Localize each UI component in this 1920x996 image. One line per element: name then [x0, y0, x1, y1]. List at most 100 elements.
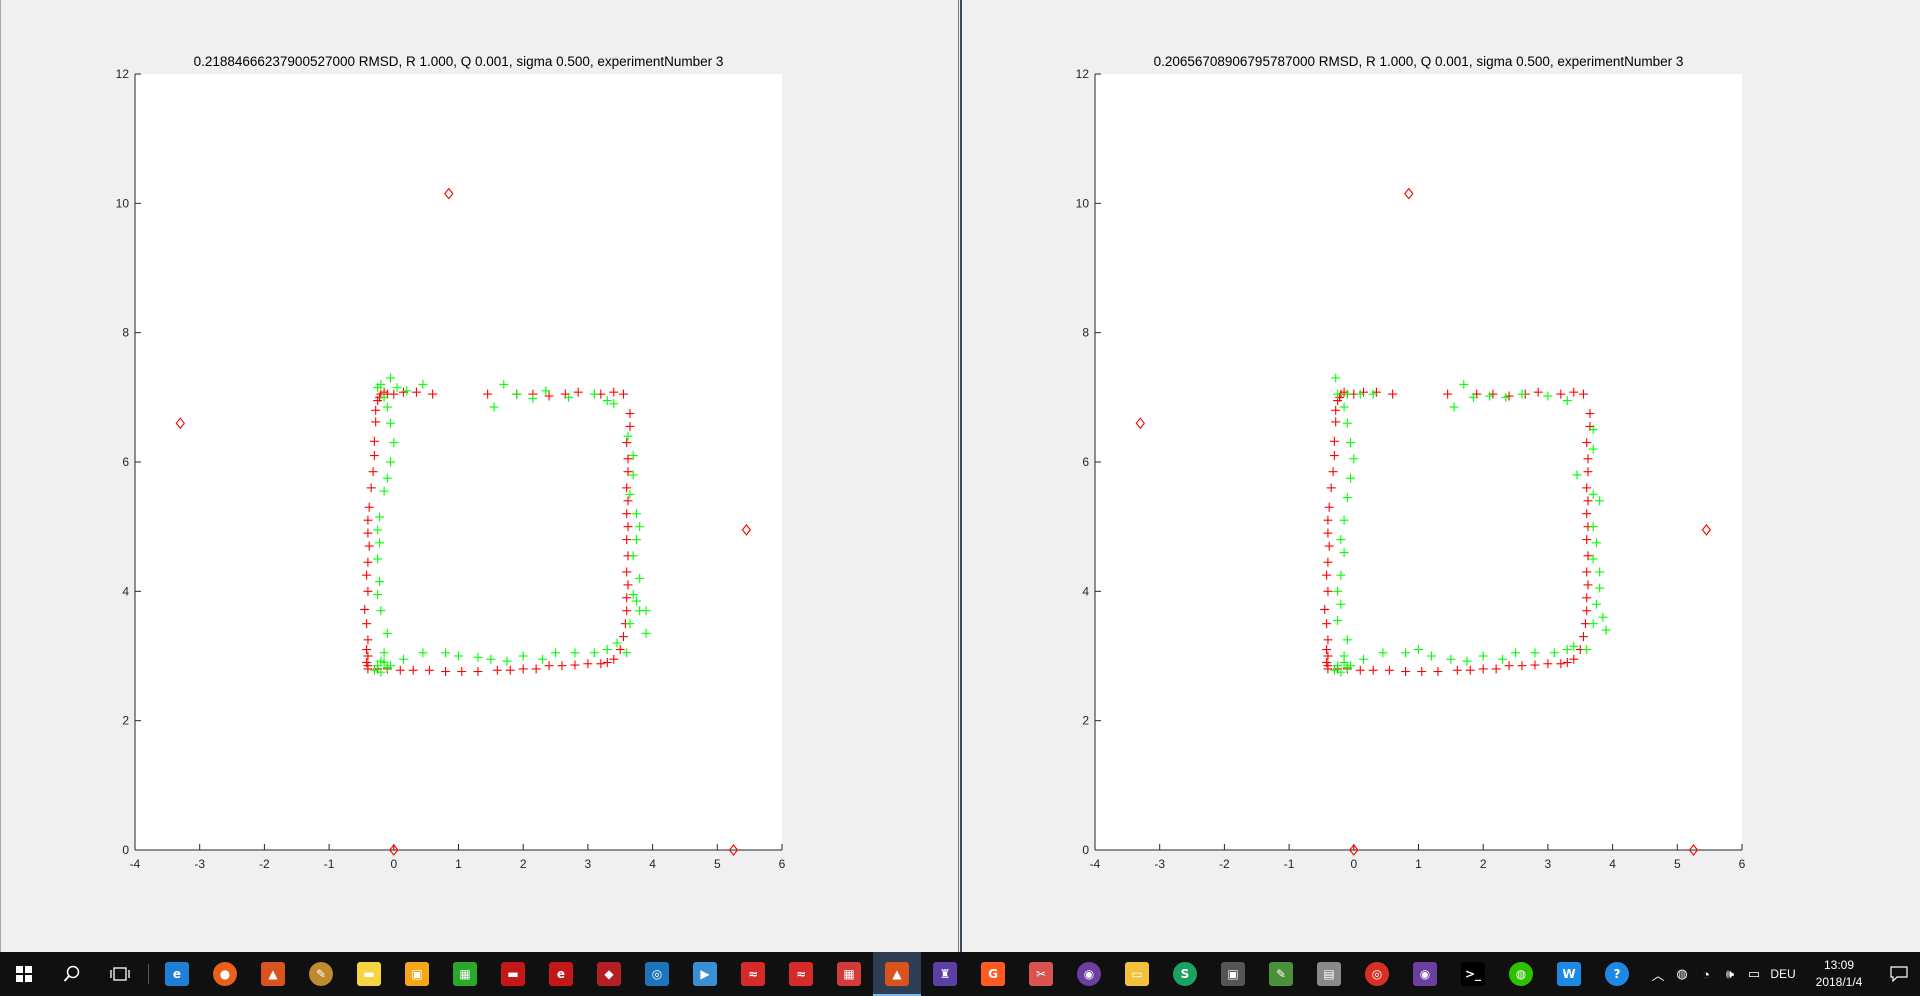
green-plus-marker — [386, 457, 396, 467]
network-globe-icon[interactable]: ◍ — [1676, 966, 1688, 981]
pdf-reader-taskbar-button[interactable]: e — [537, 952, 585, 996]
terminal-taskbar-button[interactable]: >_ — [1449, 952, 1497, 996]
green-plus-marker — [1549, 648, 1559, 658]
red-plus-marker — [360, 604, 370, 614]
g-app-taskbar-button[interactable]: G — [969, 952, 1017, 996]
figure-window-right[interactable]: 0.20656708906795787000 RMSD, R 1.000, Q … — [960, 0, 1920, 952]
green-plus-marker — [512, 389, 522, 399]
green-plus-marker — [625, 489, 635, 499]
x-tick-label: 5 — [714, 857, 721, 871]
notification-icon — [1890, 966, 1908, 982]
task-view-button[interactable] — [96, 952, 144, 996]
green-plus-marker — [379, 657, 389, 667]
green-plus-marker — [1368, 389, 1378, 399]
green-plus-marker — [1562, 645, 1572, 655]
plot-title: 0.21884666237900527000 RMSD, R 1.000, Q … — [194, 54, 724, 69]
green-plus-marker — [418, 648, 428, 658]
input-language[interactable]: DEU — [1770, 967, 1796, 981]
x-tick-label: -2 — [1219, 857, 1230, 871]
red-plus-marker — [1323, 635, 1333, 645]
w-app-taskbar-button[interactable]: W — [1545, 952, 1593, 996]
green-plus-marker — [538, 654, 548, 664]
castle-game-icon: ♜ — [933, 962, 957, 986]
red-plus-marker — [1331, 417, 1341, 427]
edge-taskbar-button[interactable]: e — [153, 952, 201, 996]
firefox-taskbar-button[interactable]: ● — [201, 952, 249, 996]
people-icon[interactable]: ◔ — [1702, 966, 1710, 982]
red-plus-marker — [1582, 567, 1592, 577]
green-plus-marker — [373, 590, 383, 600]
green-plus-marker — [376, 379, 386, 389]
red-plus-marker — [573, 387, 583, 397]
search-button[interactable] — [48, 952, 96, 996]
archive-tool-taskbar-button[interactable]: ▬ — [489, 952, 537, 996]
landmark-diamond-marker — [175, 417, 185, 430]
battery-icon[interactable]: ▭ — [1747, 966, 1761, 981]
remote-tool-taskbar-button[interactable]: ≈ — [729, 952, 777, 996]
sticky-notes-taskbar-button[interactable]: ▬ — [345, 952, 393, 996]
clock[interactable]: 13:09 2018/1/4 — [1800, 957, 1878, 991]
office-taskbar-button[interactable]: ▦ — [825, 952, 873, 996]
matlab-taskbar-button[interactable]: ▲ — [249, 952, 297, 996]
show-hidden-icons-chevron-icon[interactable]: ︿ — [1651, 967, 1665, 983]
paint-taskbar-button[interactable]: ✎ — [297, 952, 345, 996]
start-button[interactable] — [0, 952, 48, 996]
camera-tool-taskbar-button[interactable]: ▣ — [1209, 952, 1257, 996]
green-plus-marker — [1401, 648, 1411, 658]
help-taskbar-button[interactable]: ? — [1593, 952, 1641, 996]
purple-app-taskbar-button[interactable]: ◉ — [1065, 952, 1113, 996]
x-tick-label: 6 — [1739, 857, 1746, 871]
figure-window-left[interactable]: 0.21884666237900527000 RMSD, R 1.000, Q … — [0, 0, 959, 952]
green-plus-marker — [1485, 391, 1495, 401]
castle-game-taskbar-button[interactable]: ♜ — [921, 952, 969, 996]
s-app-taskbar-button[interactable]: S — [1161, 952, 1209, 996]
taskbar: e ● ▲ ✎ ▬ ▣ ▦ ▬ e ◆ ◎ ▶ ≈ ≈ ▦ ▲ ♜ G ✂ ◉ ▭ S ▣ ✎ ▤ ◎ ◉ >_ ◍ W? ︿ ◍ ◔ 🕪… — [0, 952, 1920, 996]
volume-icon[interactable]: 🕪 — [1725, 966, 1735, 981]
green-plus-marker — [369, 665, 379, 675]
notepad-taskbar-button[interactable]: ✎ — [1257, 952, 1305, 996]
clock-time: 13:09 — [1823, 958, 1855, 972]
remote-tool-2-icon: ≈ — [789, 962, 813, 986]
y-tick-label: 12 — [116, 67, 130, 81]
x-tick-label: -1 — [324, 857, 335, 871]
green-plus-marker — [376, 606, 386, 616]
green-plus-marker — [373, 525, 383, 535]
red-plus-marker — [1322, 657, 1332, 667]
axes-background — [1095, 74, 1742, 850]
green-plus-marker — [1336, 570, 1346, 580]
wechat-taskbar-button[interactable]: ◍ — [1497, 952, 1545, 996]
help-icon: ? — [1605, 962, 1629, 986]
remote-tool-2-taskbar-button[interactable]: ≈ — [777, 952, 825, 996]
y-tick-label: 0 — [122, 843, 129, 857]
red-plus-marker — [609, 387, 619, 397]
green-plus-marker — [1601, 625, 1611, 635]
red-plus-marker — [363, 515, 373, 525]
red-plus-marker — [1533, 387, 1543, 397]
game-icon: ▦ — [453, 962, 477, 986]
red-plus-marker — [622, 593, 632, 603]
snipping-tool-taskbar-button[interactable]: ✂ — [1017, 952, 1065, 996]
clock-date: 2018/1/4 — [1815, 975, 1863, 989]
landmark-diamond-marker — [444, 187, 454, 200]
cat-app-taskbar-button[interactable]: ◉ — [1401, 952, 1449, 996]
action-center-button[interactable] — [1878, 952, 1920, 996]
chrome-taskbar-button[interactable]: ◎ — [1353, 952, 1401, 996]
snipping-tool-icon: ✂ — [1029, 962, 1053, 986]
game-taskbar-button[interactable]: ▦ — [441, 952, 489, 996]
green-plus-marker — [379, 392, 389, 402]
matlab-figure-taskbar-button[interactable]: ▲ — [873, 952, 921, 996]
y-tick-label: 2 — [1082, 714, 1089, 728]
visual-studio-tools-taskbar-button[interactable]: ▣ — [393, 952, 441, 996]
y-tick-label: 10 — [116, 196, 130, 210]
red-plus-marker — [1585, 409, 1595, 418]
green-plus-marker — [1588, 522, 1598, 532]
file-explorer-taskbar-button[interactable]: ▭ — [1113, 952, 1161, 996]
media-player-taskbar-button[interactable]: ▶ — [681, 952, 729, 996]
mendeley-taskbar-button[interactable]: ◆ — [585, 952, 633, 996]
green-plus-marker — [609, 399, 619, 409]
red-plus-marker — [389, 389, 399, 399]
network-tool-taskbar-button[interactable]: ▤ — [1305, 952, 1353, 996]
search-tool-taskbar-button[interactable]: ◎ — [633, 952, 681, 996]
x-tick-label: 1 — [1415, 857, 1422, 871]
green-plus-marker — [551, 648, 561, 658]
